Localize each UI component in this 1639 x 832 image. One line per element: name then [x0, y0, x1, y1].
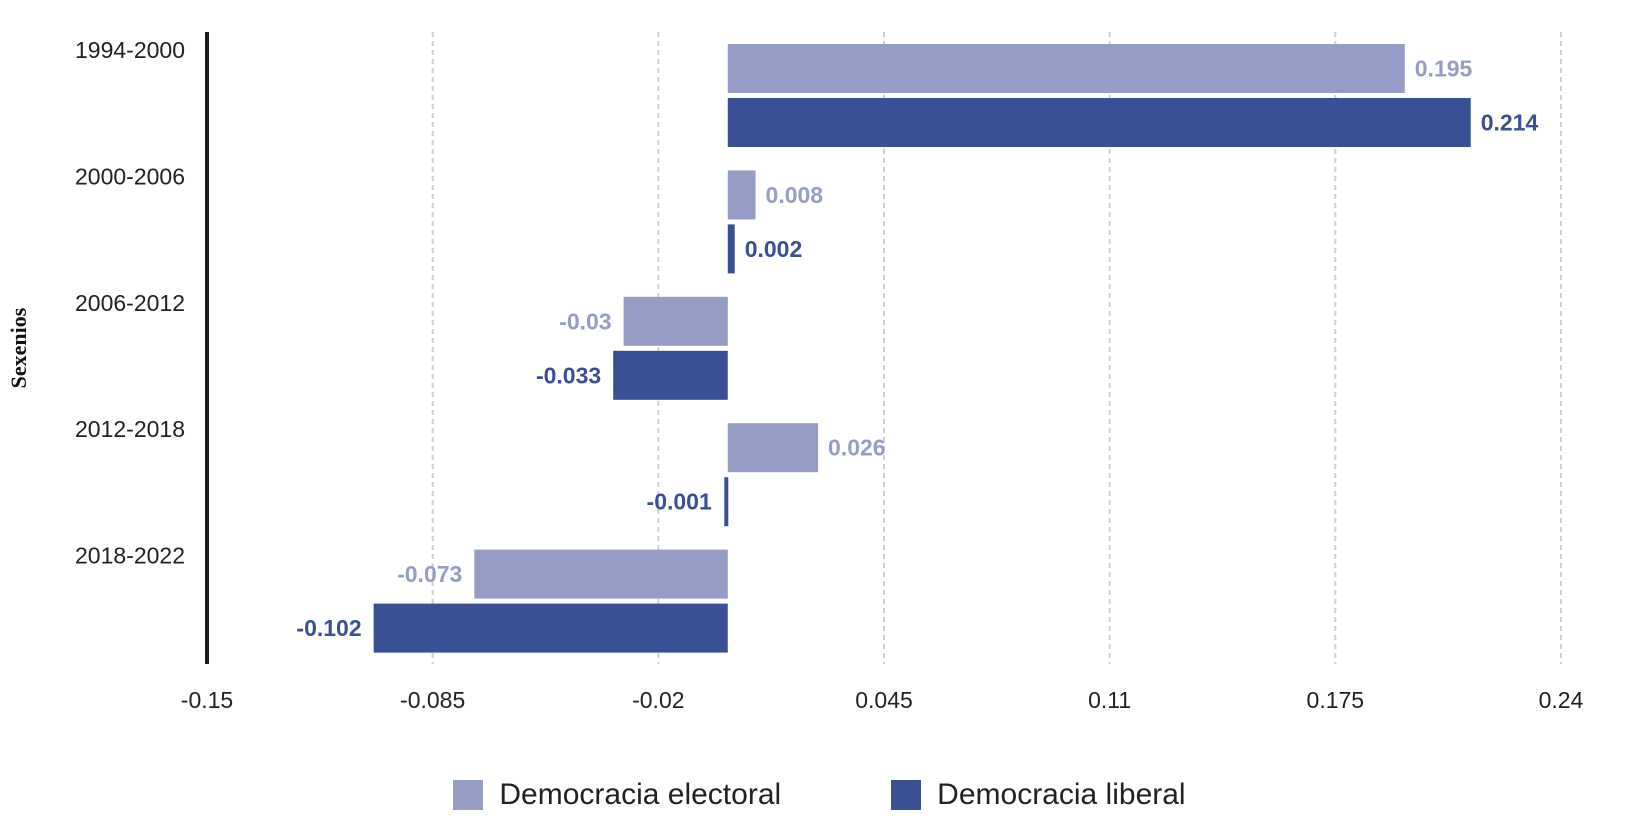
x-tick-label: 0.11 [1088, 687, 1131, 713]
value-label: 0.214 [1481, 110, 1539, 136]
value-label: -0.073 [397, 561, 462, 587]
legend-label-democracia-liberal: Democracia liberal [937, 778, 1186, 811]
y-axis-title: Sexenios [6, 307, 31, 388]
bar-democracia-liberal[interactable] [373, 603, 728, 653]
legend: Democracia electoral Democracia liberal [0, 778, 1639, 812]
value-label: 0.002 [745, 236, 803, 262]
bar-democracia-electoral[interactable] [727, 170, 756, 220]
value-label: -0.001 [647, 489, 712, 515]
category-label: 2012-2018 [75, 416, 185, 442]
x-tick-label: -0.085 [400, 687, 465, 713]
bar-democracia-liberal[interactable] [724, 477, 729, 527]
x-tick-label: 0.045 [855, 687, 913, 713]
legend-swatch-democracia-electoral [453, 780, 484, 810]
legend-item-democracia-liberal[interactable]: Democracia liberal [891, 778, 1186, 812]
bar-democracia-electoral[interactable] [727, 44, 1405, 93]
bar-democracia-liberal[interactable] [727, 98, 1471, 147]
legend-swatch-democracia-liberal [891, 780, 922, 810]
bar-democracia-electoral[interactable] [727, 423, 819, 473]
value-label: -0.102 [296, 615, 361, 641]
bar-democracia-electoral[interactable] [623, 296, 728, 346]
bar-democracia-electoral[interactable] [474, 549, 728, 599]
x-tick-label: 0.175 [1307, 687, 1365, 713]
bars [373, 44, 1471, 653]
category-label: 2018-2022 [75, 543, 185, 569]
value-label: -0.03 [559, 308, 611, 334]
bar-democracia-liberal[interactable] [613, 350, 728, 400]
data-labels: 0.195 0.214 0.008 0.002 -0.03 -0.033 0.026 -0.0… [296, 56, 1538, 642]
value-label: 0.026 [828, 435, 886, 461]
value-label: 0.008 [766, 182, 824, 208]
x-tick-label: -0.02 [632, 687, 684, 713]
category-label: 2006-2012 [75, 290, 185, 316]
x-tick-label: 0.24 [1539, 687, 1584, 713]
value-label: -0.033 [536, 362, 601, 388]
value-label: 0.195 [1415, 56, 1473, 82]
legend-label-democracia-electoral: Democracia electoral [499, 778, 782, 811]
category-label: 2000-2006 [75, 163, 185, 189]
axes: -0.15 -0.085 -0.02 0.045 0.11 0.175 0.24 Sexeni… [6, 32, 1584, 713]
bar-democracia-liberal[interactable] [727, 224, 735, 274]
x-tick-label: -0.15 [181, 687, 233, 713]
legend-item-democracia-electoral[interactable]: Democracia electoral [453, 778, 781, 812]
category-label: 1994-2000 [75, 37, 185, 63]
